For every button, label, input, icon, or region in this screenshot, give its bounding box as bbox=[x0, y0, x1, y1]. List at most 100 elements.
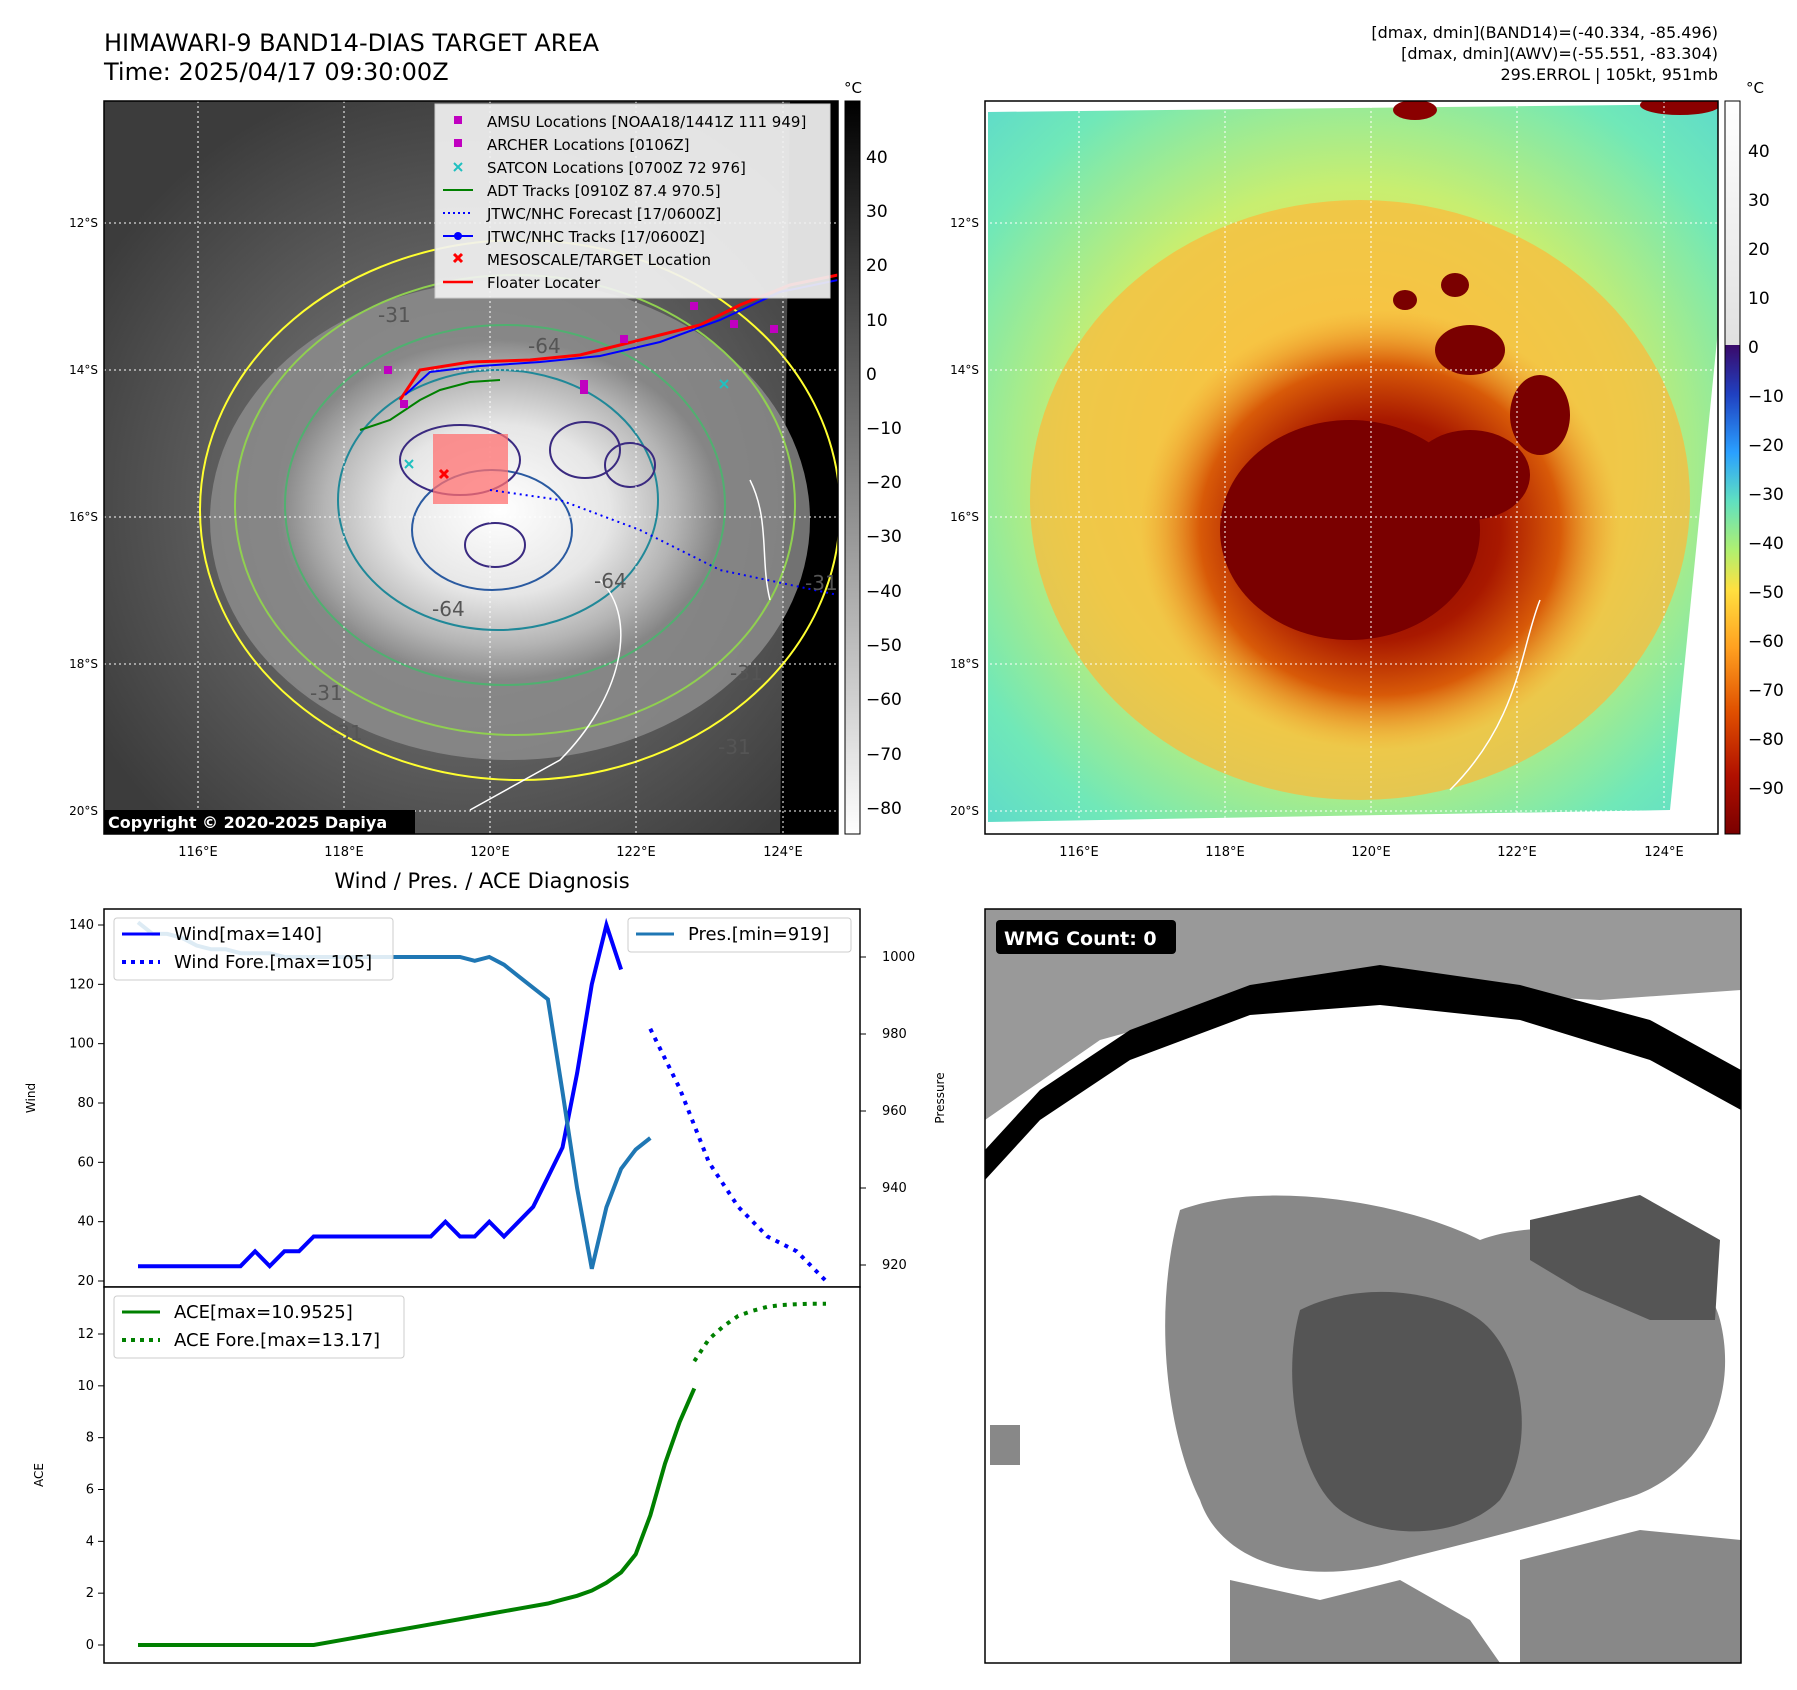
wmg-count-label: WMG Count: 0 bbox=[1004, 928, 1157, 950]
wmg-black-ring bbox=[985, 965, 1741, 1180]
amsu-markers bbox=[384, 302, 778, 408]
svg-text:−10: −10 bbox=[1748, 387, 1784, 407]
svg-text:-64: -64 bbox=[432, 597, 465, 621]
mesoscale-target-box bbox=[433, 434, 508, 504]
awv-panel: °C 40 30 20 10 0 −10 −20 −30 −40 −50 −60… bbox=[950, 79, 1784, 860]
svg-text:−80: −80 bbox=[866, 799, 902, 819]
svg-text:-31: -31 bbox=[378, 303, 411, 327]
svg-text:20: 20 bbox=[866, 256, 888, 276]
svg-text:-31: -31 bbox=[730, 661, 763, 685]
wind-ytick-label: 20 bbox=[77, 1274, 94, 1289]
svg-text:20°S: 20°S bbox=[69, 804, 98, 818]
ir-panel: -31 -64 -64 -64 -31 -31 -31 -31 -31 AMSU… bbox=[69, 79, 902, 860]
ir-lat-labels: 12°S 14°S 16°S 18°S 20°S bbox=[69, 216, 98, 818]
svg-text:−20: −20 bbox=[866, 473, 902, 493]
awv-colorbar-bottom bbox=[1725, 345, 1740, 834]
svg-text:120°E: 120°E bbox=[470, 845, 510, 860]
storm-info: 29S.ERROL | 105kt, 951mb bbox=[1500, 65, 1718, 84]
svg-text:-31: -31 bbox=[330, 721, 363, 745]
svg-text:16°S: 16°S bbox=[69, 510, 98, 524]
svg-text:18°S: 18°S bbox=[950, 657, 979, 671]
pressure-legend: Pres.[min=919] bbox=[627, 917, 852, 953]
wind-legend: Wind[max=140] Wind Fore.[max=105] bbox=[113, 917, 394, 981]
jtwc-track bbox=[404, 279, 838, 396]
ace-plot-area: 0 2 4 6 8 10 12 bbox=[77, 1301, 826, 1653]
wind-ytick-label: 60 bbox=[77, 1155, 94, 1170]
svg-text:−10: −10 bbox=[866, 419, 902, 439]
awv-colorbar-ticks: 40 30 20 10 0 −10 −20 −30 −40 −50 −60 −7… bbox=[1748, 142, 1784, 799]
svg-text:−70: −70 bbox=[866, 745, 902, 765]
svg-text:40: 40 bbox=[1748, 142, 1770, 162]
svg-text:116°E: 116°E bbox=[178, 845, 218, 860]
svg-text:-31: -31 bbox=[310, 681, 343, 705]
svg-text:122°E: 122°E bbox=[1497, 845, 1537, 860]
svg-text:20°S: 20°S bbox=[950, 804, 979, 818]
svg-text:−60: −60 bbox=[866, 690, 902, 710]
svg-text:14°S: 14°S bbox=[950, 363, 979, 377]
svg-text:16°S: 16°S bbox=[950, 510, 979, 524]
ir-legend: AMSU Locations [NOAA18/1441Z 111 949] AR… bbox=[434, 103, 831, 299]
svg-text:30: 30 bbox=[1748, 191, 1770, 211]
ir-colorbar-ticks: 40 30 20 10 0 −10 −20 −30 −40 −50 −60 −7… bbox=[866, 148, 902, 819]
svg-text:120°E: 120°E bbox=[1351, 845, 1391, 860]
pressure-ytick-label: 920 bbox=[882, 1258, 907, 1273]
wmg-frame bbox=[984, 908, 1742, 1664]
pressure-legend-label: Pres.[min=919] bbox=[688, 924, 829, 945]
svg-text:0: 0 bbox=[866, 365, 877, 385]
svg-text:−20: −20 bbox=[1748, 436, 1784, 456]
legend-amsu: AMSU Locations [NOAA18/1441Z 111 949] bbox=[487, 113, 806, 131]
wmg-imagery bbox=[985, 909, 1741, 1663]
ir-colorbar bbox=[844, 100, 861, 835]
legend-floater: Floater Locater bbox=[487, 274, 601, 292]
ace-ytick-label: 0 bbox=[86, 1638, 94, 1653]
ace-ytick-label: 4 bbox=[86, 1534, 94, 1549]
pressure-ytick-label: 940 bbox=[882, 1181, 907, 1196]
wind-ytick-label: 40 bbox=[77, 1215, 94, 1230]
svg-text:-64: -64 bbox=[594, 569, 627, 593]
svg-text:122°E: 122°E bbox=[616, 845, 656, 860]
diagnosis-panel: Wind / Pres. / ACE Diagnosis 20406080100… bbox=[24, 869, 947, 1664]
svg-text:−30: −30 bbox=[1748, 485, 1784, 505]
satcon-legend-icon bbox=[453, 162, 463, 172]
svg-text:−40: −40 bbox=[866, 582, 902, 602]
wind-ytick-label: 140 bbox=[69, 918, 94, 933]
svg-text:−90: −90 bbox=[1748, 779, 1784, 799]
archer-legend-icon bbox=[454, 139, 462, 147]
svg-text:-64: -64 bbox=[528, 334, 561, 358]
ace-series bbox=[138, 1387, 697, 1647]
ace-axis-label: ACE bbox=[32, 1463, 46, 1487]
awv-lon-labels: 116°E 118°E 120°E 122°E 124°E bbox=[1059, 845, 1684, 860]
svg-text:−70: −70 bbox=[1748, 681, 1784, 701]
amsu-legend-icon bbox=[454, 116, 462, 124]
wind-ytick-label: 80 bbox=[77, 1096, 94, 1111]
target-legend-icon bbox=[452, 252, 464, 264]
wind-legend-label: Wind[max=140] bbox=[174, 924, 322, 945]
svg-text:124°E: 124°E bbox=[763, 845, 803, 860]
ir-frame bbox=[103, 100, 839, 835]
legend-satcon: SATCON Locations [0700Z 72 976] bbox=[487, 159, 746, 177]
wind-plot-area: 20 40 60 80 100 120 140 920 940 960 980 1000 bbox=[69, 917, 915, 1289]
svg-text:20: 20 bbox=[1748, 240, 1770, 260]
svg-text:12°S: 12°S bbox=[950, 216, 979, 230]
ace-legend-label: ACE[max=10.9525] bbox=[174, 1302, 353, 1323]
svg-text:−80: −80 bbox=[1748, 730, 1784, 750]
svg-text:−50: −50 bbox=[1748, 583, 1784, 603]
wind-fore-legend-label: Wind Fore.[max=105] bbox=[174, 952, 372, 973]
wind-axis-label: Wind bbox=[24, 1083, 38, 1113]
awv-colorbar-top bbox=[1725, 101, 1740, 345]
band14-range: [dmax, dmin](BAND14)=(-40.334, -85.496) bbox=[1371, 23, 1718, 42]
svg-text:30: 30 bbox=[866, 202, 888, 222]
pressure-ytick-label: 1000 bbox=[882, 950, 915, 965]
ir-coastline bbox=[469, 579, 622, 811]
awv-range: [dmax, dmin](AWV)=(-55.551, -83.304) bbox=[1401, 44, 1718, 63]
svg-text:−50: −50 bbox=[866, 636, 902, 656]
svg-text:−40: −40 bbox=[1748, 534, 1784, 554]
svg-text:18°S: 18°S bbox=[69, 657, 98, 671]
wmg-count-badge bbox=[996, 920, 1176, 954]
figure-time: Time: 2025/04/17 09:30:00Z bbox=[103, 58, 449, 86]
wind-ytick-label: 120 bbox=[69, 977, 94, 992]
legend-target: MESOSCALE/TARGET Location bbox=[487, 251, 711, 269]
awv-gridlines bbox=[985, 101, 1718, 834]
wmg-panel: WMG Count: 0 bbox=[984, 908, 1742, 1664]
ir-colorbar-unit: °C bbox=[844, 79, 862, 97]
